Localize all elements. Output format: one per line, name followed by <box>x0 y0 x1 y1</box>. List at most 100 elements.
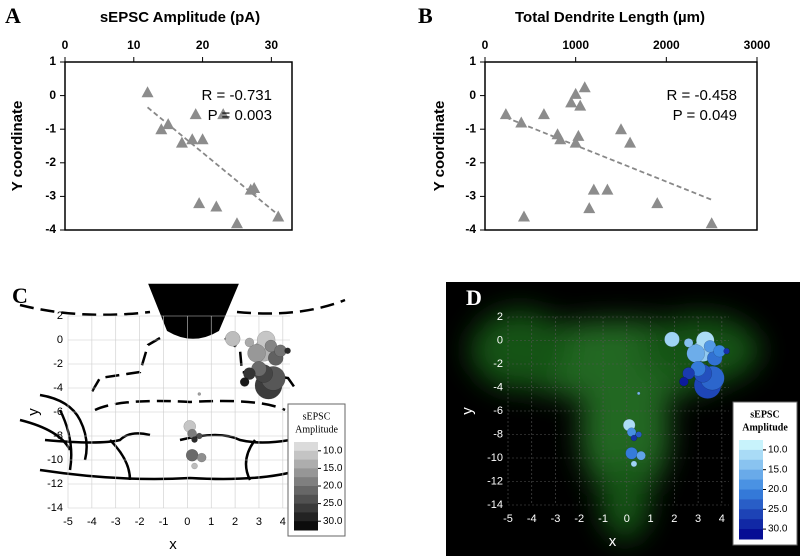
colorbar-swatch <box>739 509 763 520</box>
colorbar-swatch <box>294 468 318 478</box>
x-tick-label: 30 <box>265 38 279 52</box>
y-tick-label: -4 <box>45 222 56 236</box>
panel-label: D <box>466 285 482 310</box>
y-tick-label: 0 <box>57 334 63 346</box>
data-point <box>554 133 567 145</box>
y-tick-label: -2 <box>53 358 63 370</box>
colorbar-swatch <box>739 529 763 540</box>
panel-label: B <box>418 3 433 28</box>
y-tick-label: 0 <box>49 88 56 102</box>
bubble <box>723 347 730 355</box>
y-tick-label: -4 <box>465 222 476 236</box>
data-point <box>569 136 582 148</box>
y-tick-label: -2 <box>493 358 503 370</box>
x-tick-label: 0 <box>184 516 190 528</box>
colorbar-swatch <box>294 486 318 496</box>
colorbar-swatch <box>294 477 318 487</box>
x-tick-label: -4 <box>527 513 537 525</box>
data-point <box>141 86 154 98</box>
data-point <box>624 136 637 148</box>
x-tick-label: -2 <box>574 513 584 525</box>
legend-title: Amplitude <box>742 422 788 433</box>
data-point <box>210 200 223 212</box>
colorbar-swatch <box>739 449 763 461</box>
data-point <box>572 129 585 141</box>
x-tick-label: -3 <box>551 513 561 525</box>
y-axis-title: y <box>25 408 42 416</box>
x-tick-label: -1 <box>598 513 608 525</box>
colorbar-swatch <box>294 512 318 522</box>
bubble <box>196 432 203 440</box>
y-tick-label: 1 <box>49 54 56 68</box>
data-point <box>196 133 209 145</box>
data-point <box>569 87 582 99</box>
annotation: R = -0.731 <box>202 87 272 104</box>
colorbar-swatch <box>739 489 763 500</box>
y-tick-label: -10 <box>47 454 63 466</box>
colorbar-swatch <box>294 442 318 452</box>
colorbar-tick-label: 20.0 <box>768 484 788 495</box>
colorbar-tick-label: 25.0 <box>768 504 788 515</box>
data-point <box>517 210 530 222</box>
bubble <box>243 367 256 380</box>
bubble <box>636 391 641 396</box>
colorbar-tick-label: 10.0 <box>323 445 343 456</box>
y-tick-label: -1 <box>45 121 56 135</box>
x-tick-label: 3 <box>256 516 262 528</box>
x-tick-label: -4 <box>87 516 97 528</box>
y-tick-label: -8 <box>493 428 503 440</box>
y-tick-label: -12 <box>487 475 503 487</box>
y-tick-label: -1 <box>465 121 476 135</box>
bubble <box>682 367 695 380</box>
y-axis-title: y <box>459 407 476 415</box>
colorbar-tick-label: 20.0 <box>323 481 343 492</box>
x-tick-label: 20 <box>196 38 210 52</box>
colorbar-tick-label: 15.0 <box>768 464 788 475</box>
y-tick-label: -4 <box>493 381 503 393</box>
x-tick-label: 1000 <box>562 38 589 52</box>
y-tick-label: -4 <box>53 382 63 394</box>
data-point <box>651 197 664 209</box>
y-tick-label: 2 <box>57 310 63 322</box>
bubble <box>191 436 198 443</box>
colorbar-swatch <box>739 499 763 510</box>
y-axis-title: Y coordinate <box>9 101 26 192</box>
x-tick-label: 0 <box>624 513 630 525</box>
colorbar-swatch <box>739 519 763 530</box>
x-tick-label: 1 <box>208 516 214 528</box>
x-tick-label: 1 <box>648 513 654 525</box>
bubble <box>224 331 241 347</box>
bubble <box>664 331 680 348</box>
x-tick-label: 3 <box>695 513 701 525</box>
colorbar-swatch <box>294 521 318 531</box>
data-point <box>162 118 175 130</box>
bubble <box>683 338 694 348</box>
x-tick-label: -2 <box>135 516 145 528</box>
data-point <box>272 210 285 222</box>
data-point <box>578 81 591 93</box>
bubble <box>625 447 638 460</box>
legend-title: Amplitude <box>295 424 338 435</box>
legend-title: sEPSC <box>303 411 331 422</box>
x-axis-title: x <box>169 536 177 553</box>
data-point <box>248 182 261 193</box>
y-tick-label: -8 <box>53 430 63 442</box>
y-tick-label: -2 <box>45 155 56 169</box>
x-tick-label: 0 <box>482 38 489 52</box>
colorbar-swatch <box>739 459 763 471</box>
x-tick-label: 2000 <box>653 38 680 52</box>
data-point <box>615 123 627 135</box>
x-tick-label: 4 <box>719 513 725 525</box>
x-axis-title: x <box>609 533 617 550</box>
bubble <box>239 377 250 387</box>
y-tick-label: 1 <box>469 54 476 68</box>
bubble <box>636 450 646 461</box>
data-point <box>587 183 600 195</box>
data-point <box>175 136 188 148</box>
plot-frame <box>64 61 293 231</box>
bubble <box>196 452 207 463</box>
y-tick-label: -12 <box>47 478 63 490</box>
x-tick-label: -1 <box>159 516 169 528</box>
